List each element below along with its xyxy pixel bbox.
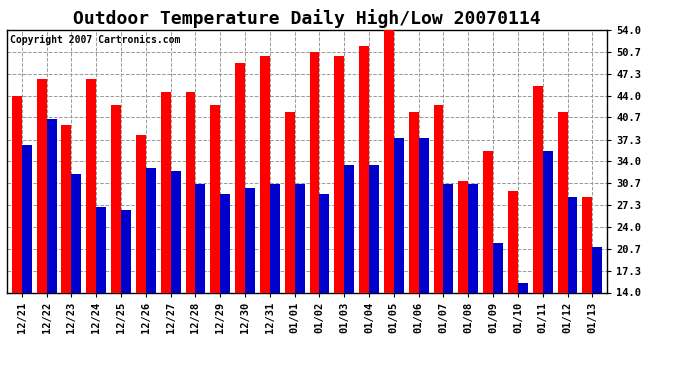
Bar xyxy=(136,135,146,375)
Bar xyxy=(161,92,170,375)
Bar xyxy=(12,96,22,375)
Bar xyxy=(469,184,478,375)
Bar xyxy=(260,56,270,375)
Bar xyxy=(61,125,71,375)
Bar xyxy=(37,79,47,375)
Bar xyxy=(483,152,493,375)
Bar xyxy=(394,138,404,375)
Bar xyxy=(270,184,279,375)
Bar xyxy=(310,52,319,375)
Text: Copyright 2007 Cartronics.com: Copyright 2007 Cartronics.com xyxy=(10,35,180,45)
Bar xyxy=(458,181,469,375)
Bar xyxy=(22,145,32,375)
Bar xyxy=(567,197,578,375)
Bar xyxy=(170,171,181,375)
Bar xyxy=(245,188,255,375)
Bar xyxy=(384,30,394,375)
Bar xyxy=(344,165,354,375)
Bar xyxy=(235,63,245,375)
Bar xyxy=(220,194,230,375)
Bar xyxy=(444,184,453,375)
Title: Outdoor Temperature Daily High/Low 20070114: Outdoor Temperature Daily High/Low 20070… xyxy=(73,9,541,28)
Bar xyxy=(111,105,121,375)
Bar xyxy=(533,86,543,375)
Bar xyxy=(369,165,379,375)
Bar xyxy=(285,112,295,375)
Bar xyxy=(359,46,369,375)
Bar xyxy=(71,174,81,375)
Bar xyxy=(86,79,96,375)
Bar xyxy=(146,168,156,375)
Bar xyxy=(335,56,344,375)
Bar xyxy=(210,105,220,375)
Bar xyxy=(592,247,602,375)
Bar xyxy=(96,207,106,375)
Bar xyxy=(493,243,503,375)
Bar xyxy=(319,194,329,375)
Bar xyxy=(558,112,567,375)
Bar xyxy=(195,184,206,375)
Bar xyxy=(419,138,428,375)
Bar xyxy=(186,92,195,375)
Bar xyxy=(433,105,444,375)
Bar xyxy=(518,283,528,375)
Bar xyxy=(543,152,553,375)
Bar xyxy=(408,112,419,375)
Bar xyxy=(508,191,518,375)
Bar xyxy=(121,210,131,375)
Bar xyxy=(582,197,592,375)
Bar xyxy=(295,184,304,375)
Bar xyxy=(47,118,57,375)
